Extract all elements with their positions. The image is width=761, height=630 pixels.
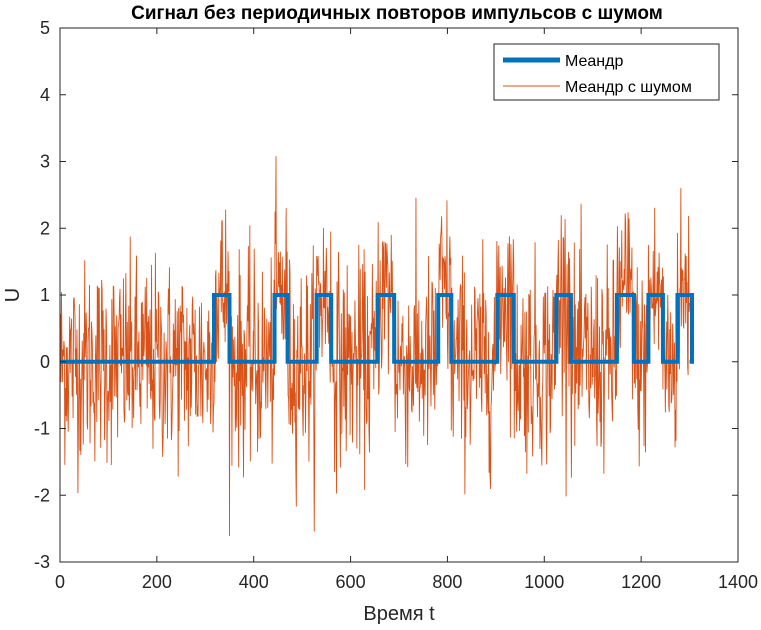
x-tick-label: 400 [239,572,269,592]
y-tick-label: 5 [40,18,50,38]
y-tick-label: 3 [40,152,50,172]
legend-label-noisy-meander: Меандр с шумом [565,79,692,96]
legend: Меандр Меандр с шумом [493,43,720,101]
chart-title: Сигнал без периодичных повторов импульсо… [131,3,663,24]
x-tick-label: 600 [336,572,366,592]
series-layer [59,156,694,537]
y-tick-label: -3 [34,552,50,572]
x-tick-label: 1200 [621,572,661,592]
ticks-layer: 0 200 400 600 800 1000 1200 1400 -3 -2 -1 0 1 2 3 4 5 [34,18,758,592]
axes-background [60,28,738,562]
x-tick-label: 1400 [718,572,758,592]
y-tick-label: -2 [34,485,50,505]
legend-label-meander: Меандр [565,53,623,70]
series-noisy-meander-line [59,156,691,537]
x-axis-label: Время t [363,603,435,625]
y-tick-label: -1 [34,419,50,439]
plot-area: 0 200 400 600 800 1000 1200 1400 -3 -2 -1 0 1 2 3 4 5 [34,18,758,592]
x-tick-label: 800 [432,572,462,592]
x-tick-label: 0 [55,572,65,592]
x-tick-label: 1000 [524,572,564,592]
legend-box [493,43,720,101]
y-tick-label: 2 [40,218,50,238]
x-tick-label: 200 [142,572,172,592]
y-tick-label: 0 [40,352,50,372]
y-tick-label: 4 [40,85,50,105]
y-axis-label: U [2,288,24,302]
series-meander-line [60,293,694,364]
y-tick-label: 1 [40,285,50,305]
